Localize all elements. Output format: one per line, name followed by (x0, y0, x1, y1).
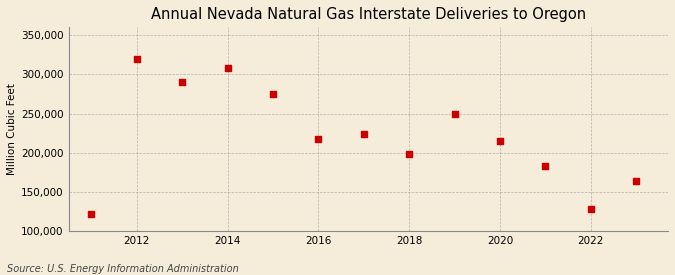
Point (132, 56, 142, 61)
Point (540, 164, 551, 168)
Point (404, 151, 414, 156)
Point (86, 212, 97, 216)
Y-axis label: Million Cubic Feet: Million Cubic Feet (7, 83, 17, 175)
Point (222, 66, 233, 70)
Text: Source: U.S. Energy Information Administration: Source: U.S. Energy Information Administ… (7, 264, 238, 274)
Title: Annual Nevada Natural Gas Interstate Deliveries to Oregon: Annual Nevada Natural Gas Interstate Del… (151, 7, 586, 22)
Point (358, 132, 369, 136)
Point (177, 80, 188, 84)
Point (631, 179, 642, 183)
Point (449, 112, 460, 117)
Point (495, 139, 506, 143)
Point (585, 207, 596, 211)
Point (267, 92, 278, 96)
Point (313, 136, 324, 141)
